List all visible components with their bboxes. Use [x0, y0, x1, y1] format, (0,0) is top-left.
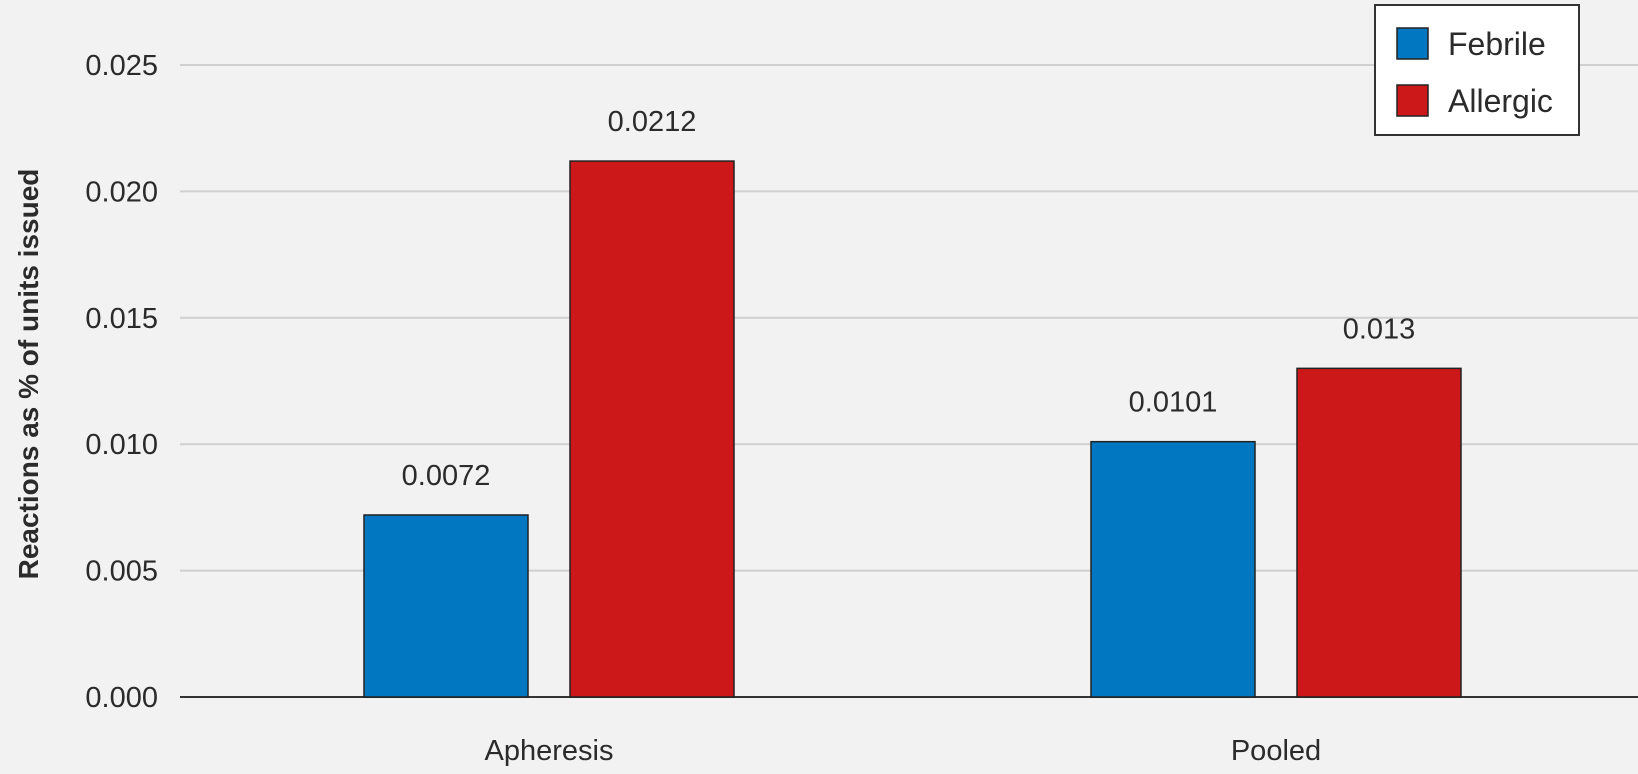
data-label: 0.0072 [402, 460, 491, 492]
legend: Febrile Allergic [1374, 4, 1580, 136]
bar-allergic-pooled [1296, 367, 1462, 698]
legend-label: Allergic [1448, 83, 1553, 119]
x-category-label: Pooled [1231, 735, 1321, 767]
y-tick-label: 0.020 [85, 176, 158, 208]
bars [363, 160, 1462, 698]
bar-febrile-pooled [1090, 440, 1256, 698]
legend-swatch [1396, 27, 1429, 60]
y-tick-label: 0.010 [85, 429, 158, 461]
bar-allergic-apheresis [569, 160, 735, 698]
y-tick-label: 0.000 [85, 682, 158, 714]
y-tick-label: 0.005 [85, 556, 158, 588]
data-label: 0.0101 [1129, 387, 1218, 419]
legend-label: Febrile [1448, 26, 1546, 62]
x-axis-categories: Apheresis Pooled [485, 735, 1322, 767]
data-labels: 0.0072 0.0212 0.0101 0.013 [402, 106, 1416, 492]
y-axis-ticks: 0.000 0.005 0.010 0.015 0.020 0.025 [85, 50, 158, 714]
y-tick-label: 0.025 [85, 50, 158, 82]
y-axis-title: Reactions as % of units issued [13, 169, 44, 580]
data-label: 0.0212 [608, 106, 697, 138]
data-label: 0.013 [1343, 313, 1416, 345]
legend-swatch [1396, 84, 1429, 117]
bar-febrile-apheresis [363, 514, 529, 698]
x-category-label: Apheresis [485, 735, 614, 767]
y-tick-label: 0.015 [85, 303, 158, 335]
